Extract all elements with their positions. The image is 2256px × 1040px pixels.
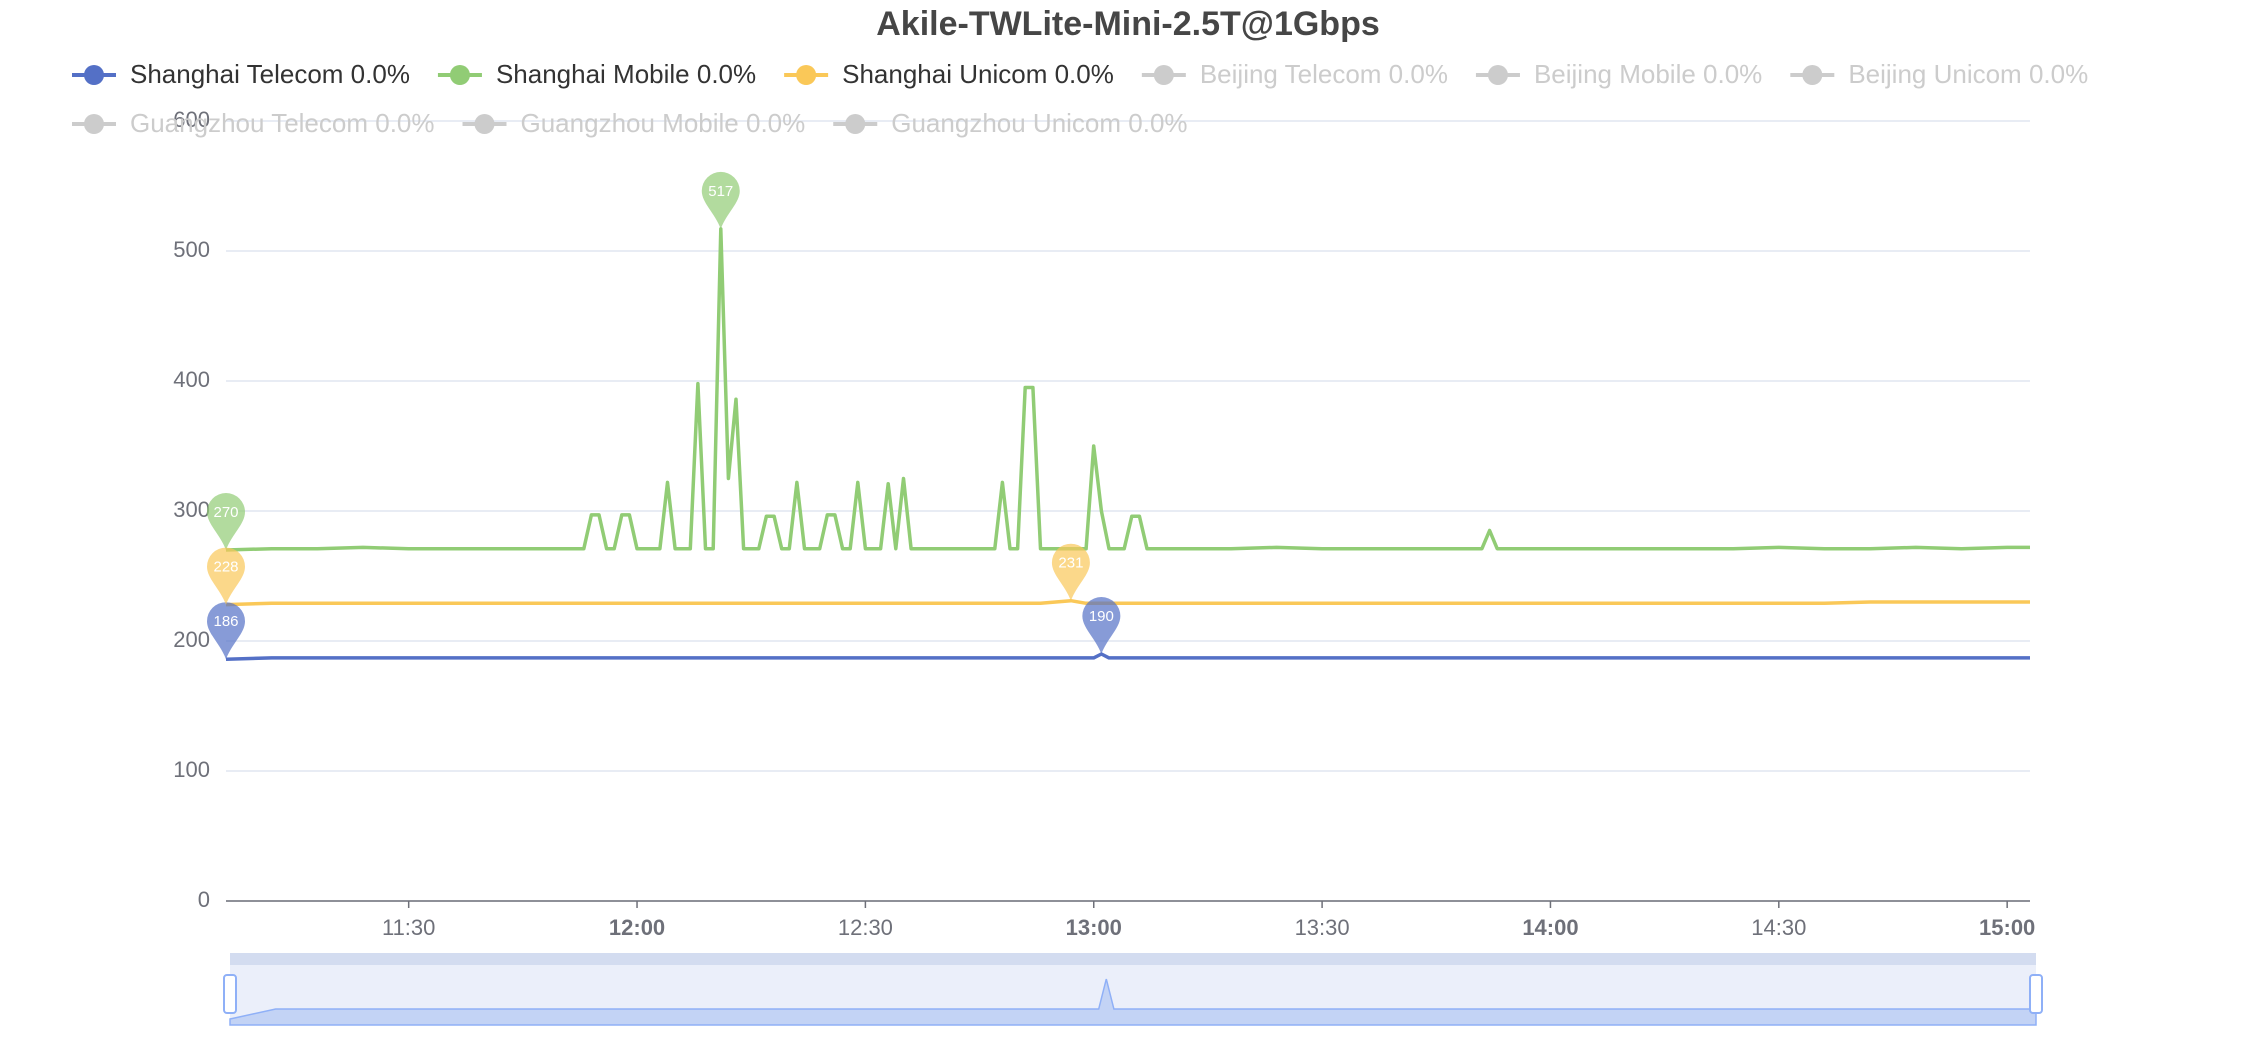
y-tick-label: 200	[173, 627, 210, 652]
y-tick-label: 500	[173, 237, 210, 262]
legend-dot	[84, 114, 104, 134]
marker-label: 186	[213, 613, 238, 630]
legend-item[interactable]: Guangzhou Mobile 0.0%	[462, 108, 806, 138]
chart-title: Akile-TWLite-Mini-2.5T@1Gbps	[876, 5, 1380, 43]
marker-label: 190	[1089, 608, 1114, 625]
legend-label: Shanghai Unicom 0.0%	[842, 59, 1114, 89]
legend-item[interactable]: Beijing Unicom 0.0%	[1790, 59, 2088, 89]
y-tick-label: 0	[198, 887, 210, 912]
legend-label: Guangzhou Mobile 0.0%	[521, 108, 806, 138]
marker-pin	[207, 602, 245, 660]
legend-label: Shanghai Telecom 0.0%	[130, 59, 410, 89]
slider-top	[230, 953, 2036, 965]
y-tick-label: 600	[173, 107, 210, 132]
y-tick-label: 100	[173, 757, 210, 782]
x-tick-label: 11:30	[382, 915, 435, 940]
legend-item[interactable]: Shanghai Mobile 0.0%	[437, 59, 756, 89]
legend-item[interactable]: Beijing Mobile 0.0%	[1475, 59, 1762, 89]
marker-pin	[1051, 543, 1090, 601]
legend-item[interactable]: Beijing Telecom 0.0%	[1141, 59, 1448, 89]
legend-label: Guangzhou Unicom 0.0%	[891, 108, 1187, 138]
legend-dot	[845, 114, 866, 134]
slider-handle[interactable]	[223, 974, 237, 1014]
legend-dot	[1802, 65, 1823, 85]
legend-item[interactable]: Shanghai Unicom 0.0%	[784, 59, 1114, 89]
y-tick-label: 300	[173, 497, 210, 522]
legend-dot	[449, 65, 470, 85]
legend-dot	[474, 114, 495, 134]
legend-dot	[796, 65, 817, 85]
marker-label: 270	[213, 504, 238, 521]
marker-pin	[207, 493, 245, 550]
legend-label: Shanghai Mobile 0.0%	[496, 59, 756, 89]
x-tick-label: 14:30	[1751, 915, 1806, 940]
legend-item[interactable]: Shanghai Telecom 0.0%	[72, 59, 410, 89]
x-tick-label: 15:00	[1979, 915, 2035, 940]
slider-preview	[229, 978, 2037, 1026]
legend-label: Beijing Unicom 0.0%	[1848, 59, 2088, 89]
marker-pin	[701, 171, 740, 229]
legend-label: Beijing Mobile 0.0%	[1534, 59, 1762, 89]
legend-label: Guangzhou Telecom 0.0%	[130, 108, 435, 138]
marker-label: 517	[708, 183, 733, 200]
x-tick-label: 14:00	[1522, 915, 1578, 940]
x-tick-label: 12:30	[838, 915, 893, 940]
x-tick-label: 13:30	[1295, 915, 1350, 940]
legend-item[interactable]: Guangzhou Unicom 0.0%	[833, 108, 1188, 138]
x-tick-label: 12:00	[609, 915, 665, 940]
legend-dot	[1487, 65, 1508, 85]
slider-handle[interactable]	[2029, 974, 2043, 1014]
marker-label: 231	[1058, 555, 1083, 572]
y-tick-label: 400	[173, 367, 210, 392]
series-line	[225, 598, 2030, 607]
legend-dot	[1153, 65, 1174, 85]
series-line	[225, 652, 2030, 661]
legend-label: Beijing Telecom 0.0%	[1200, 59, 1448, 89]
marker-label: 228	[213, 559, 238, 576]
x-tick-label: 13:00	[1066, 915, 1122, 940]
legend-item[interactable]: Guangzhou Telecom 0.0%	[72, 108, 435, 138]
marker-pin	[207, 547, 245, 605]
legend-dot	[84, 65, 104, 85]
marker-pin	[1082, 597, 1121, 654]
series-line	[225, 227, 2030, 552]
